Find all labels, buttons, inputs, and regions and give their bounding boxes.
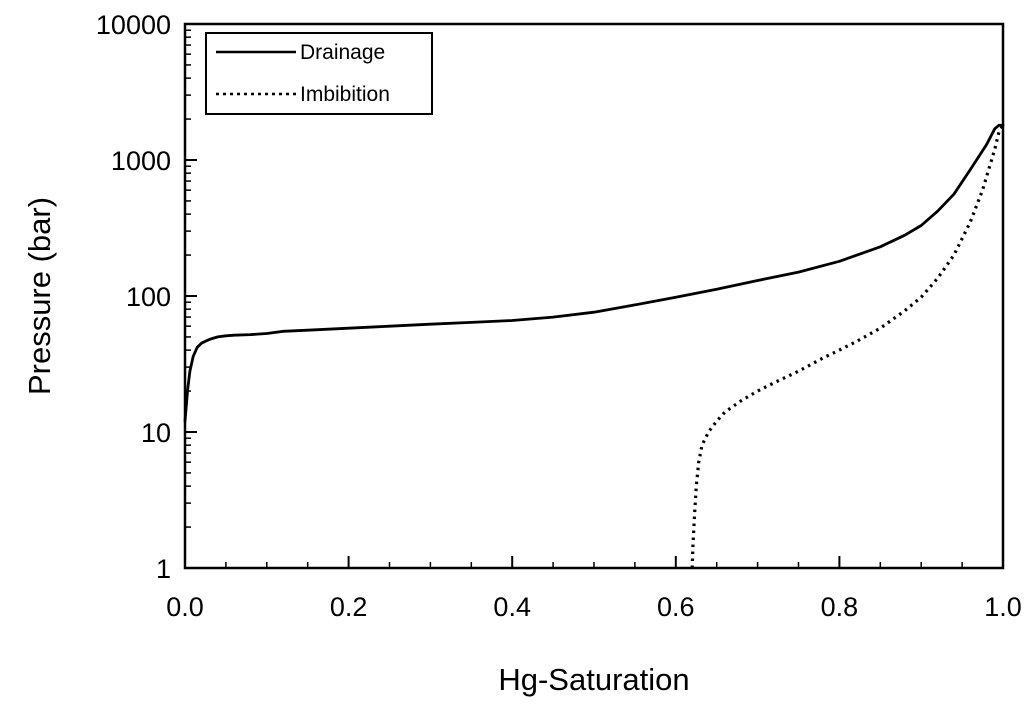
x-tick-label: 1.0 (984, 592, 1022, 622)
legend: Drainage Imbibition (205, 32, 433, 115)
y-tick-label: 10 (141, 418, 171, 448)
x-axis-title: Hg-Saturation (498, 662, 689, 697)
series-line-imbibition (690, 124, 1005, 569)
legend-box (205, 32, 433, 115)
y-axis-title: Pressure (bar) (22, 197, 57, 395)
y-tick-label: 10000 (96, 10, 171, 40)
legend-label-drainage: Drainage (300, 41, 385, 64)
series-layer (183, 123, 1005, 569)
y-tick-label: 1 (156, 554, 171, 584)
legend-label-imbibition: Imbibition (300, 83, 390, 106)
y-tick-label: 100 (126, 282, 171, 312)
y-tick-label: 1000 (111, 146, 171, 176)
series-line-drainage (183, 123, 1005, 423)
x-tick-label: 0.6 (657, 592, 695, 622)
x-tick-label: 0.2 (330, 592, 368, 622)
x-tick-label: 0.4 (493, 592, 531, 622)
x-axis-ticks: 0.0 0.2 0.4 0.6 0.8 1.0 (166, 556, 1022, 622)
x-tick-label: 0.0 (166, 592, 204, 622)
y-axis-ticks: 1 10 100 1000 10000 (96, 10, 197, 584)
x-tick-label: 0.8 (821, 592, 859, 622)
